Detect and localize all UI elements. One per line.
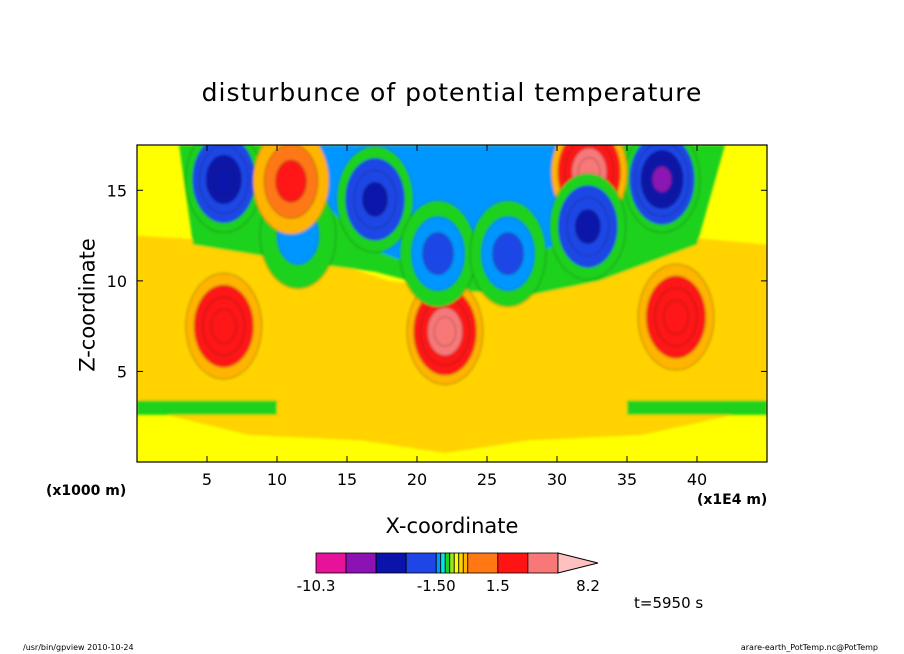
plot-frame [136,144,768,463]
x-axis-label: X-coordinate [385,514,519,538]
contour-blob [492,232,524,275]
x-tick-label: 35 [617,470,637,489]
footer-left: /usr/bin/gpview 2010-10-24 [23,643,134,652]
y-axis-label: Z-coordinate [75,238,100,372]
x-tick-label: 5 [202,470,212,489]
colorbar-extend-arrow [557,552,599,574]
contour-blob [652,166,672,193]
colorbar-bin [462,552,469,574]
contour-blob [275,159,307,203]
contour-blob [433,316,457,347]
contour-strip [137,400,277,415]
y-axis: 5 10 15 [107,181,767,381]
colorbar-bin [458,552,464,574]
x-tick-label: 15 [337,470,357,489]
chart-title: disturbunce of potential temperature [201,78,703,107]
y-axis-scale-note: (x1000 m) [46,483,127,499]
colorbar-bin [453,552,460,574]
colorbar-bin [467,552,499,574]
contour-blob [422,232,454,275]
x-axis-scale-note: (x1E4 m) [697,492,768,508]
footer-right: arare-earth_PotTemp.nc@PotTemp [740,643,878,652]
x-tick-label: 20 [407,470,427,489]
colorbar-label: 8.2 [576,577,600,595]
x-tick-label: 10 [267,470,287,489]
x-axis: 5 10 15 20 25 30 35 40 [202,145,707,489]
colorbar-bin [440,552,446,574]
contour-field [137,145,767,453]
contour-strip [627,400,767,415]
x-tick-label: 25 [477,470,497,489]
colorbar-label: -1.50 [417,577,456,595]
y-tick-label: 10 [107,272,127,291]
colorbar-bin [449,552,455,574]
colorbar-bin [375,552,407,574]
colorbar-label: -10.3 [297,577,336,595]
colorbar-bin [345,552,377,574]
contour-blob [574,209,601,244]
colorbar-bin [527,552,559,574]
contour-blob [362,182,388,217]
colorbar-label: 1.5 [486,577,510,595]
y-tick-label: 15 [107,181,127,200]
contour-blob [211,308,237,344]
colorbar: -10.3 -1.50 1.5 8.2 [297,552,600,595]
colorbar-bin [405,552,437,574]
colorbar-bin [315,552,347,574]
contour-blob [663,299,689,335]
y-tick-label: 5 [117,362,127,381]
x-tick-label: 30 [547,470,567,489]
colorbar-bin [497,552,529,574]
plot-area: 5 10 15 20 25 30 35 40 5 10 15 [107,144,768,489]
x-tick-label: 40 [687,470,707,489]
contour-blob [212,164,235,195]
colorbar-bin [444,552,451,574]
time-annotation: t=5950 s [634,594,704,612]
colorbar-bin [435,552,442,574]
